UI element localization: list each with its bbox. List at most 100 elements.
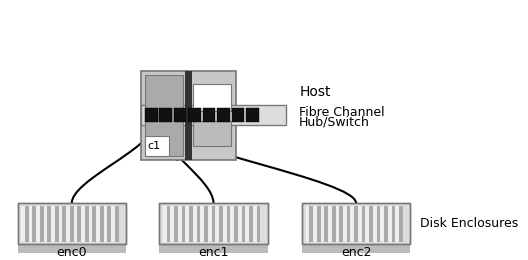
- Bar: [369, 206, 373, 242]
- Bar: [246, 108, 259, 122]
- Bar: [343, 206, 347, 242]
- Bar: [70, 206, 74, 242]
- Text: enc1: enc1: [198, 246, 229, 259]
- Bar: [381, 206, 384, 242]
- Bar: [302, 244, 410, 253]
- Bar: [33, 206, 36, 242]
- Bar: [215, 206, 219, 242]
- Bar: [29, 206, 33, 242]
- Bar: [21, 206, 25, 242]
- Bar: [317, 206, 320, 242]
- Bar: [313, 206, 317, 242]
- Bar: [62, 206, 66, 242]
- Bar: [193, 84, 231, 111]
- Bar: [351, 206, 354, 242]
- Bar: [17, 203, 126, 244]
- Bar: [185, 71, 192, 160]
- Bar: [44, 206, 48, 242]
- Bar: [74, 206, 78, 242]
- Text: c1: c1: [148, 141, 161, 151]
- Text: enc0: enc0: [56, 246, 87, 259]
- Bar: [242, 206, 246, 242]
- Bar: [159, 203, 268, 244]
- Bar: [17, 203, 126, 244]
- Bar: [25, 206, 29, 242]
- Bar: [115, 206, 119, 242]
- Bar: [193, 206, 196, 242]
- Bar: [145, 108, 157, 122]
- Bar: [234, 206, 238, 242]
- Text: Fibre Channel: Fibre Channel: [299, 106, 385, 119]
- Bar: [257, 206, 260, 242]
- Bar: [185, 206, 189, 242]
- Bar: [362, 206, 365, 242]
- Bar: [48, 206, 51, 242]
- Bar: [96, 206, 100, 242]
- Bar: [332, 206, 335, 242]
- Bar: [354, 206, 358, 242]
- Bar: [238, 206, 242, 242]
- Bar: [232, 108, 244, 122]
- Bar: [163, 206, 167, 242]
- Bar: [384, 206, 388, 242]
- Bar: [51, 206, 55, 242]
- Bar: [227, 206, 230, 242]
- Bar: [253, 206, 257, 242]
- Bar: [302, 203, 410, 244]
- Bar: [40, 206, 44, 242]
- Bar: [142, 71, 236, 160]
- Bar: [320, 206, 324, 242]
- Bar: [17, 244, 126, 253]
- Bar: [145, 75, 183, 156]
- Bar: [103, 206, 107, 242]
- Bar: [373, 206, 376, 242]
- Bar: [392, 206, 395, 242]
- Bar: [85, 206, 89, 242]
- Bar: [340, 206, 343, 242]
- Bar: [178, 206, 182, 242]
- Text: Hub/Switch: Hub/Switch: [299, 116, 370, 129]
- Bar: [365, 206, 369, 242]
- Bar: [59, 206, 62, 242]
- Bar: [201, 206, 204, 242]
- Bar: [219, 206, 223, 242]
- Bar: [208, 206, 212, 242]
- Bar: [182, 206, 185, 242]
- Bar: [347, 206, 351, 242]
- Bar: [145, 136, 168, 156]
- Text: Host: Host: [299, 85, 331, 99]
- Bar: [92, 206, 96, 242]
- Bar: [193, 121, 231, 146]
- Bar: [36, 206, 40, 242]
- Bar: [204, 206, 208, 242]
- Bar: [159, 108, 172, 122]
- Bar: [107, 206, 111, 242]
- Bar: [111, 206, 115, 242]
- Bar: [217, 108, 230, 122]
- Bar: [395, 206, 399, 242]
- Bar: [66, 206, 70, 242]
- Bar: [171, 206, 174, 242]
- Bar: [335, 206, 340, 242]
- Bar: [399, 206, 403, 242]
- Bar: [196, 206, 201, 242]
- Bar: [223, 206, 227, 242]
- Bar: [55, 206, 59, 242]
- Bar: [324, 206, 328, 242]
- Bar: [302, 203, 410, 244]
- Bar: [188, 108, 201, 122]
- Bar: [246, 206, 249, 242]
- Bar: [81, 206, 85, 242]
- Bar: [212, 206, 215, 242]
- Bar: [249, 206, 253, 242]
- Bar: [203, 108, 215, 122]
- Bar: [159, 244, 268, 253]
- Bar: [142, 105, 286, 125]
- Bar: [230, 206, 234, 242]
- Bar: [174, 108, 186, 122]
- Bar: [388, 206, 392, 242]
- Bar: [159, 203, 268, 244]
- Text: Disk Enclosures: Disk Enclosures: [420, 217, 518, 230]
- Bar: [174, 206, 178, 242]
- Bar: [306, 206, 309, 242]
